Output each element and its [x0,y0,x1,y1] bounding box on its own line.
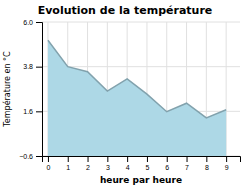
x-axis-tick-label: 6 [165,164,169,171]
y-axis-tick: 3.8 [23,63,42,70]
x-axis-tick-mark [127,156,128,162]
x-axis: 0 1 2 3 4 5 6 7 8 9 [43,156,241,171]
y-axis: −0.6 1.6 3.8 6.0 [19,19,42,160]
x-axis-tick-label: 3 [106,164,110,171]
line [48,40,226,118]
y-axis-domain [36,23,43,157]
x-axis-tick: 0 [46,156,50,171]
x-axis-domain [43,157,241,163]
title: Evolution de la température [38,4,213,17]
x-axis-label: heure par heure [100,175,182,185]
x-axis-tick: 2 [86,156,90,171]
x-axis-tick: 1 [66,156,70,171]
y-axis-tick: −0.6 [19,153,42,160]
x-axis-tick-label: 8 [205,164,209,171]
x-axis-tick-mark [167,156,168,162]
x-axis-tick: 9 [225,156,229,171]
x-axis-tick: 5 [145,156,149,171]
x-axis-tick-mark [206,156,207,162]
y-axis-tick-mark [36,67,42,68]
x-axis-tick-mark [107,156,108,162]
marks [48,40,226,156]
y-axis-tick-label: 3.8 [23,63,33,70]
y-axis-tick-mark [36,111,42,112]
y-axis-tick: 6.0 [23,19,42,26]
x-axis-tick-mark [88,156,89,162]
x-axis-tick: 8 [205,156,209,171]
y-axis-tick-mark [36,156,42,157]
y-axis-tick-label: 1.6 [23,108,33,115]
grid-line-y [42,22,240,23]
y-axis-label: Température en °C [2,51,12,128]
y-axis-tick: 1.6 [23,108,42,115]
x-axis-tick-label: 2 [86,164,90,171]
x-axis-tick-label: 7 [185,164,189,171]
chart: 0 1 2 3 4 5 6 7 8 9 −0.6 1.6 3.8 6.0 Evolution de la t… [0,0,250,188]
x-axis-tick: 6 [165,156,169,171]
x-axis-tick-label: 9 [225,164,229,171]
area [48,40,226,156]
y-axis-tick-mark [36,22,42,23]
x-axis-tick-label: 5 [145,164,149,171]
grid [42,22,240,156]
x-axis-tick-label: 1 [66,164,70,171]
plot-area: 0 1 2 3 4 5 6 7 8 9 −0.6 1.6 3.8 6.0 [19,19,240,171]
x-axis-tick-mark [48,156,49,162]
x-axis-tick-mark [187,156,188,162]
x-axis-tick-mark [147,156,148,162]
x-axis-tick: 7 [185,156,189,171]
y-axis-tick-label: −0.6 [19,153,33,160]
x-axis-tick: 4 [126,156,130,171]
x-axis-tick-label: 4 [126,164,130,171]
x-axis-tick-label: 0 [46,164,50,171]
y-axis-tick-label: 6.0 [23,19,33,26]
x-axis-tick-mark [68,156,69,162]
x-axis-tick-mark [226,156,227,162]
x-axis-tick: 3 [106,156,110,171]
